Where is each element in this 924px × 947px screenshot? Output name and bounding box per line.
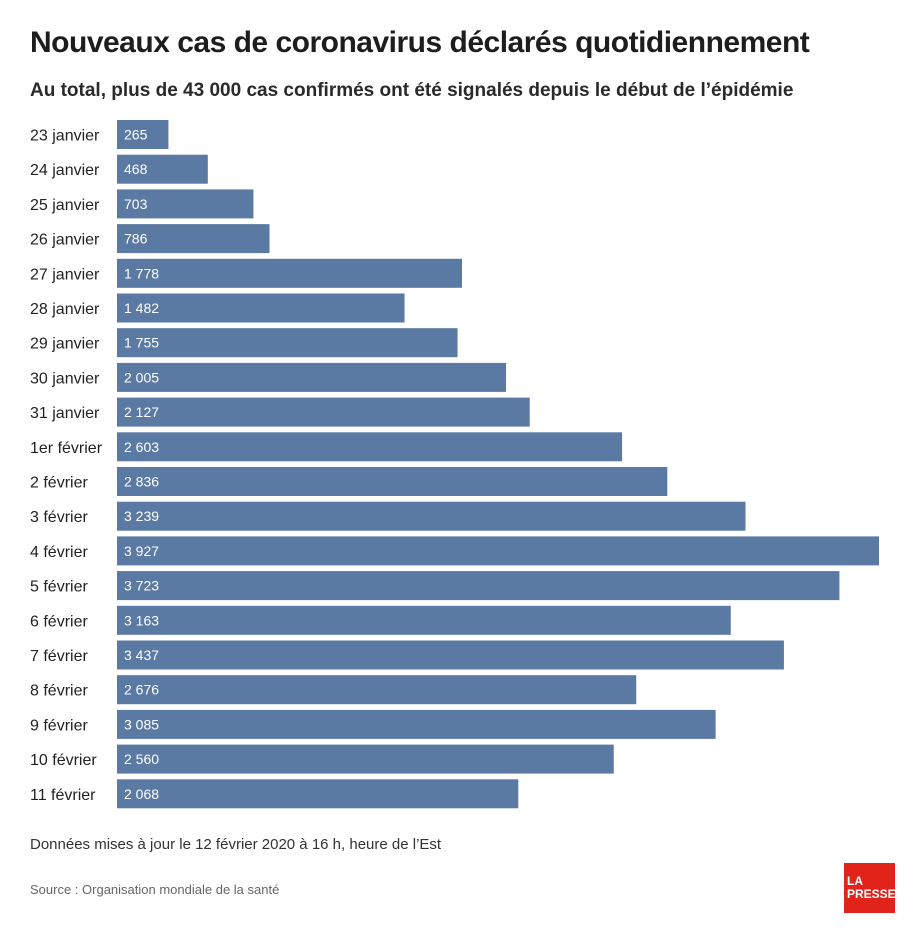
bar [117,154,208,184]
bar [117,328,458,358]
category-label: 23 janvier [30,128,100,145]
bar [117,120,169,149]
category-label: 6 février [30,613,88,630]
bar [117,432,623,462]
bar-value-label: 1 482 [124,300,159,316]
category-label: 3 février [30,509,88,526]
bar [117,362,507,392]
logo-line-1: LA [847,874,863,888]
bar-value-label: 468 [124,161,148,177]
update-note: Données mises à jour le 12 février 2020 … [30,836,442,853]
category-label: 27 janvier [30,266,100,283]
bar-value-label: 3 927 [124,543,159,559]
bar [117,536,879,566]
source-note: Source : Organisation mondiale de la san… [30,882,280,897]
bar-value-label: 1 755 [124,335,159,351]
bar [117,224,270,254]
logo-line-2: PRESSE [847,887,896,901]
category-label: 11 février [30,787,96,804]
bar-value-label: 786 [124,231,148,247]
category-label: 24 janvier [30,162,100,179]
category-label: 7 février [30,648,88,665]
bar-value-label: 1 778 [124,265,159,281]
bar-chart: 23 janvier 265 24 janvier 468 25 janvier 703 2… [30,120,879,809]
category-label: 28 janvier [30,301,100,318]
bar [117,397,530,427]
category-label: 26 janvier [30,232,100,249]
la-presse-logo: LA PRESSE [844,863,896,913]
bar-value-label: 2 836 [124,474,159,490]
category-label: 25 janvier [30,197,100,214]
bar-value-label: 3 723 [124,578,159,594]
bar-value-label: 3 239 [124,508,159,524]
bar-value-label: 703 [124,196,148,212]
bar [117,293,405,323]
bar [117,709,716,739]
category-label: 5 février [30,579,88,596]
bar [117,675,637,705]
category-label: 30 janvier [30,370,100,387]
category-label: 2 février [30,475,88,492]
category-label: 31 janvier [30,405,100,422]
bar-value-label: 3 163 [124,612,159,628]
bar [117,189,254,219]
bar [117,467,668,496]
bar-value-label: 3 437 [124,647,159,663]
bar [117,258,463,288]
bar-value-label: 2 068 [124,786,159,802]
bar-value-label: 3 085 [124,716,159,732]
bar [117,605,731,635]
category-label: 8 février [30,683,88,700]
bar [117,779,519,809]
bar-value-label: 2 560 [124,751,159,767]
bar [117,571,840,601]
bar [117,501,746,531]
bar [117,640,784,670]
bar-value-label: 265 [124,127,148,143]
category-label: 29 janvier [30,336,100,353]
chart-subtitle: Au total, plus de 43 000 cas confirmés o… [30,80,794,101]
category-label: 10 février [30,752,97,769]
bar-value-label: 2 005 [124,369,159,385]
bar-value-label: 2 127 [124,404,159,420]
bar-value-label: 2 603 [124,439,159,455]
bar [117,744,614,774]
category-label: 4 février [30,544,88,561]
category-label: 9 février [30,717,88,734]
category-label: 1er février [30,440,103,457]
bar-value-label: 2 676 [124,682,159,698]
chart-title: Nouveaux cas de coronavirus déclarés quo… [30,26,810,59]
